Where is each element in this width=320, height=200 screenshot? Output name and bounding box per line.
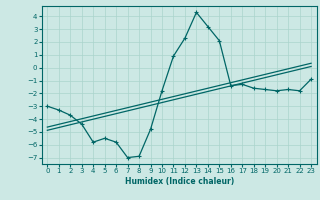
X-axis label: Humidex (Indice chaleur): Humidex (Indice chaleur)	[124, 177, 234, 186]
